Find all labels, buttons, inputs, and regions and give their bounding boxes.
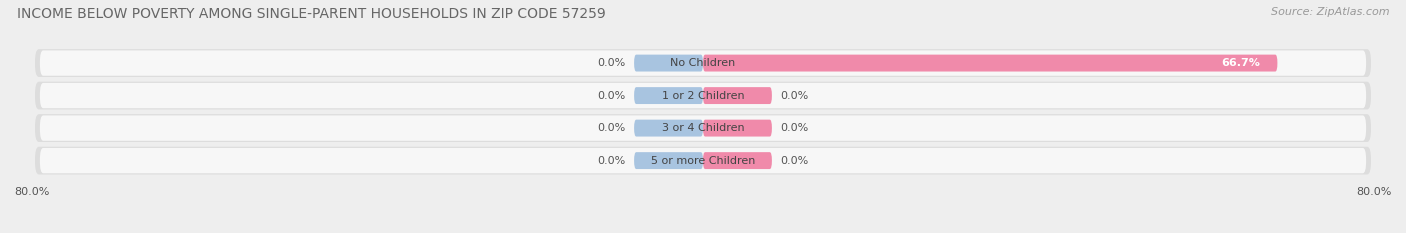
FancyBboxPatch shape [35, 115, 1371, 141]
FancyBboxPatch shape [39, 83, 1367, 108]
Text: 0.0%: 0.0% [598, 58, 626, 68]
FancyBboxPatch shape [703, 87, 772, 104]
Text: 0.0%: 0.0% [780, 91, 808, 101]
FancyBboxPatch shape [634, 87, 703, 104]
FancyBboxPatch shape [35, 50, 1371, 76]
FancyBboxPatch shape [703, 55, 1278, 72]
FancyBboxPatch shape [35, 147, 1371, 174]
FancyBboxPatch shape [634, 55, 703, 72]
Text: 66.7%: 66.7% [1222, 58, 1260, 68]
Text: 80.0%: 80.0% [1357, 187, 1392, 197]
Text: Source: ZipAtlas.com: Source: ZipAtlas.com [1271, 7, 1389, 17]
FancyBboxPatch shape [39, 148, 1367, 173]
Text: 1 or 2 Children: 1 or 2 Children [662, 91, 744, 101]
Text: 5 or more Children: 5 or more Children [651, 156, 755, 166]
Text: 0.0%: 0.0% [598, 156, 626, 166]
FancyBboxPatch shape [35, 82, 1371, 109]
Text: 3 or 4 Children: 3 or 4 Children [662, 123, 744, 133]
FancyBboxPatch shape [39, 115, 1367, 141]
Text: 0.0%: 0.0% [598, 91, 626, 101]
FancyBboxPatch shape [703, 120, 772, 137]
Text: 0.0%: 0.0% [780, 123, 808, 133]
FancyBboxPatch shape [634, 152, 703, 169]
FancyBboxPatch shape [634, 120, 703, 137]
FancyBboxPatch shape [39, 50, 1367, 76]
Text: 80.0%: 80.0% [14, 187, 49, 197]
Text: 0.0%: 0.0% [780, 156, 808, 166]
FancyBboxPatch shape [703, 152, 772, 169]
Text: 0.0%: 0.0% [598, 123, 626, 133]
Text: INCOME BELOW POVERTY AMONG SINGLE-PARENT HOUSEHOLDS IN ZIP CODE 57259: INCOME BELOW POVERTY AMONG SINGLE-PARENT… [17, 7, 606, 21]
Text: No Children: No Children [671, 58, 735, 68]
